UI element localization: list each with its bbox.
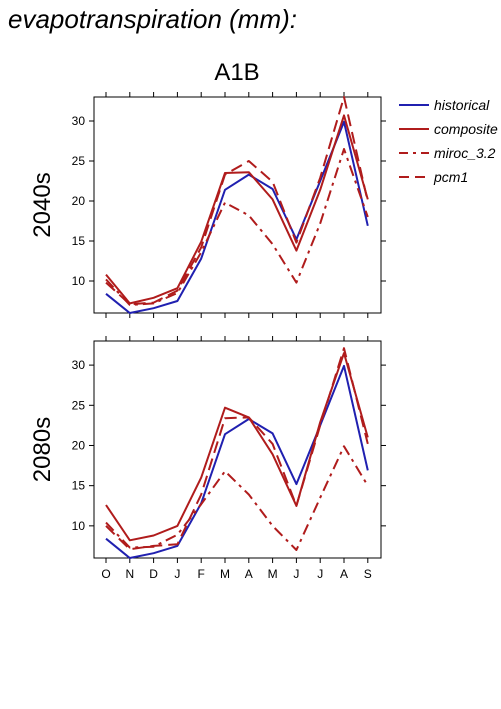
y-tick-label: 30 xyxy=(72,358,86,372)
legend-item-pcm1: pcm1 xyxy=(399,169,468,185)
x-tick-label: A xyxy=(340,567,348,581)
x-tick-label: M xyxy=(268,567,278,581)
legend-item-historical: historical xyxy=(399,97,490,113)
panel-frame xyxy=(93,96,382,314)
y-tick-label: 20 xyxy=(72,194,86,208)
x-tick-label: A xyxy=(245,567,253,581)
legend-item-composite: composite xyxy=(399,121,498,137)
series-line-composite xyxy=(105,114,369,305)
y-tick-label: 20 xyxy=(72,438,86,452)
x-tick-label: F xyxy=(198,567,205,581)
x-tick-label: J xyxy=(174,567,180,581)
series-line-miroc xyxy=(105,148,369,306)
series-line-historical xyxy=(105,364,369,559)
series-line-pcm1 xyxy=(105,96,369,306)
y-tick-label: 10 xyxy=(72,519,86,533)
y-tick-label: 15 xyxy=(72,234,86,248)
legend-item-miroc: miroc_3.2 xyxy=(399,145,496,161)
series-line-historical xyxy=(105,120,369,314)
x-tick-label: M xyxy=(220,567,230,581)
panel-label: 2080s xyxy=(29,417,56,482)
x-tick-label: D xyxy=(149,567,158,581)
legend-label: historical xyxy=(434,97,490,113)
panel-label: 2040s xyxy=(29,172,56,237)
legend-label: pcm1 xyxy=(433,169,468,185)
legend: historical composite miroc_3.2 pcm1 xyxy=(399,97,498,185)
series-line-pcm1 xyxy=(105,347,369,551)
legend-label: composite xyxy=(434,121,498,137)
legend-label: miroc_3.2 xyxy=(434,145,496,161)
panel-2080s: 10 15 20 25 30 2080s xyxy=(29,336,386,563)
y-tick-label: 25 xyxy=(72,154,86,168)
series-line-miroc xyxy=(105,445,369,551)
panel-2040s: 10 15 20 25 30 2040s xyxy=(29,92,386,318)
x-tick-label: J xyxy=(293,567,299,581)
series-line-composite xyxy=(105,352,369,542)
page-title: evapotranspiration (mm): xyxy=(8,4,297,34)
panel-frame xyxy=(93,340,382,559)
y-tick-label: 25 xyxy=(72,398,86,412)
x-tick-label: S xyxy=(364,567,372,581)
y-tick-label: 10 xyxy=(72,274,86,288)
x-tick-label: N xyxy=(125,567,134,581)
chart-title: A1B xyxy=(214,59,259,86)
x-tick-label: J xyxy=(317,567,323,581)
chart-panels: 10 15 20 25 30 2040s 10 15 20 25 30 2080s O N D J F M A M J J… xyxy=(29,92,386,581)
y-tick-label: 15 xyxy=(72,479,86,493)
x-tick-label: O xyxy=(101,567,110,581)
y-tick-label: 30 xyxy=(72,114,86,128)
